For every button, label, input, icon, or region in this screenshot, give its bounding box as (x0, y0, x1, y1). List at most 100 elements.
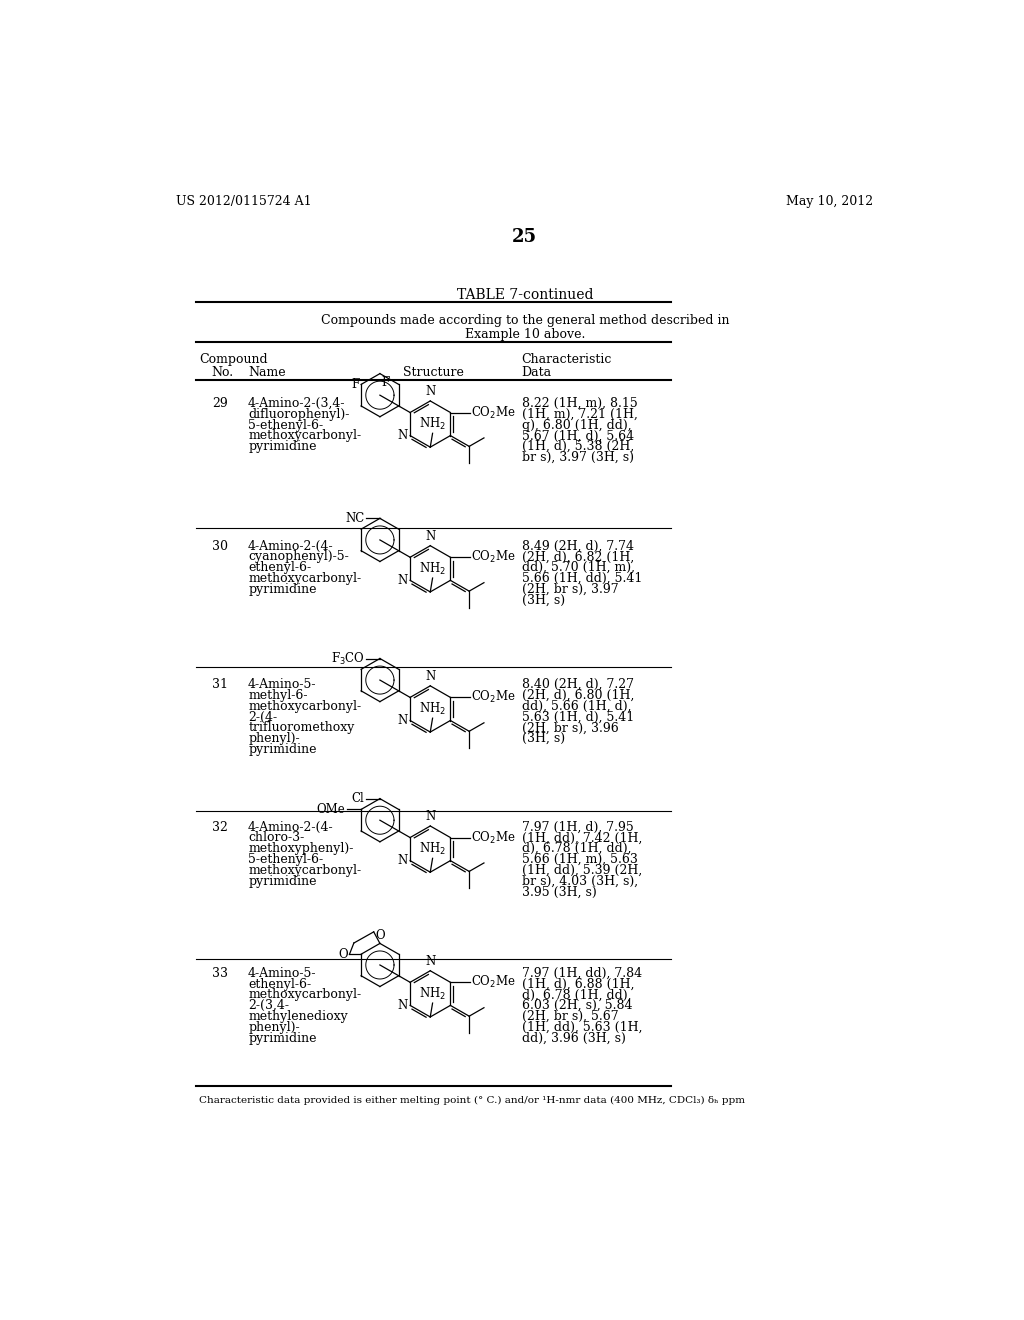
Text: cyanophenyl)-5-: cyanophenyl)-5- (248, 550, 349, 564)
Text: 4-Amino-2-(4-: 4-Amino-2-(4- (248, 540, 334, 553)
Text: pyrimidine: pyrimidine (248, 1032, 316, 1044)
Text: (2H, d), 6.82 (1H,: (2H, d), 6.82 (1H, (521, 550, 634, 564)
Text: pyrimidine: pyrimidine (248, 582, 316, 595)
Text: d), 6.78 (1H, dd),: d), 6.78 (1H, dd), (521, 989, 631, 1002)
Text: br s), 3.97 (3H, s): br s), 3.97 (3H, s) (521, 451, 634, 465)
Text: (1H, dd), 7.42 (1H,: (1H, dd), 7.42 (1H, (521, 832, 642, 845)
Text: TABLE 7-continued: TABLE 7-continued (457, 288, 593, 302)
Text: 5-ethenyl-6-: 5-ethenyl-6- (248, 418, 324, 432)
Text: 5-ethenyl-6-: 5-ethenyl-6- (248, 853, 324, 866)
Text: Name: Name (248, 367, 286, 379)
Text: (1H, m), 7.21 (1H,: (1H, m), 7.21 (1H, (521, 408, 638, 421)
Text: pyrimidine: pyrimidine (248, 875, 316, 887)
Text: methoxycarbonyl-: methoxycarbonyl- (248, 989, 361, 1002)
Text: NH$_2$: NH$_2$ (419, 416, 446, 432)
Text: 5.66 (1H, dd), 5.41: 5.66 (1H, dd), 5.41 (521, 572, 642, 585)
Text: CO$_2$Me: CO$_2$Me (471, 689, 516, 705)
Text: (3H, s): (3H, s) (521, 733, 565, 744)
Text: F: F (382, 376, 390, 389)
Text: 4-Amino-5-: 4-Amino-5- (248, 678, 316, 692)
Text: Data: Data (521, 367, 552, 379)
Text: NH$_2$: NH$_2$ (419, 841, 446, 857)
Text: NC: NC (345, 512, 365, 525)
Text: NH$_2$: NH$_2$ (419, 701, 446, 717)
Text: (2H, br s), 3.96: (2H, br s), 3.96 (521, 721, 618, 734)
Text: dd), 5.70 (1H, m),: dd), 5.70 (1H, m), (521, 561, 635, 574)
Text: Characteristic data provided is either melting point (° C.) and/or ¹H-nmr data (: Characteristic data provided is either m… (200, 1096, 745, 1105)
Text: F$_3$CO: F$_3$CO (331, 651, 365, 667)
Text: N: N (425, 669, 435, 682)
Text: 4-Amino-2-(3,4-: 4-Amino-2-(3,4- (248, 397, 346, 411)
Text: (1H, d), 5.38 (2H,: (1H, d), 5.38 (2H, (521, 441, 634, 453)
Text: 6.03 (2H, s), 5.84: 6.03 (2H, s), 5.84 (521, 999, 632, 1012)
Text: CO$_2$Me: CO$_2$Me (471, 974, 516, 990)
Text: 30: 30 (212, 540, 227, 553)
Text: br s), 4.03 (3H, s),: br s), 4.03 (3H, s), (521, 875, 638, 887)
Text: 2-(3,4-: 2-(3,4- (248, 999, 289, 1012)
Text: dd), 5.66 (1H, d),: dd), 5.66 (1H, d), (521, 700, 631, 713)
Text: 7.97 (1H, dd), 7.84: 7.97 (1H, dd), 7.84 (521, 966, 642, 979)
Text: May 10, 2012: May 10, 2012 (786, 195, 873, 209)
Text: difluorophenyl)-: difluorophenyl)- (248, 408, 349, 421)
Text: (2H, br s), 3.97: (2H, br s), 3.97 (521, 582, 618, 595)
Text: Structure: Structure (403, 367, 464, 379)
Text: 33: 33 (212, 966, 227, 979)
Text: 8.22 (1H, m), 8.15: 8.22 (1H, m), 8.15 (521, 397, 638, 411)
Text: 5.66 (1H, m), 5.63: 5.66 (1H, m), 5.63 (521, 853, 638, 866)
Text: methoxyphenyl)-: methoxyphenyl)- (248, 842, 353, 855)
Text: No.: No. (212, 367, 233, 379)
Text: CO$_2$Me: CO$_2$Me (471, 404, 516, 421)
Text: 31: 31 (212, 678, 227, 692)
Text: Example 10 above.: Example 10 above. (465, 327, 585, 341)
Text: OMe: OMe (316, 803, 346, 816)
Text: q), 6.80 (1H, dd),: q), 6.80 (1H, dd), (521, 418, 632, 432)
Text: Compound: Compound (200, 354, 268, 366)
Text: (1H, dd), 5.63 (1H,: (1H, dd), 5.63 (1H, (521, 1020, 642, 1034)
Text: d), 6.78 (1H, dd),: d), 6.78 (1H, dd), (521, 842, 631, 855)
Text: methoxycarbonyl-: methoxycarbonyl- (248, 572, 361, 585)
Text: methyl-6-: methyl-6- (248, 689, 307, 702)
Text: N: N (425, 385, 435, 397)
Text: Compounds made according to the general method described in: Compounds made according to the general … (321, 314, 729, 327)
Text: 8.49 (2H, d), 7.74: 8.49 (2H, d), 7.74 (521, 540, 634, 553)
Text: N: N (397, 429, 408, 442)
Text: trifluoromethoxy: trifluoromethoxy (248, 721, 354, 734)
Text: 32: 32 (212, 821, 227, 834)
Text: (3H, s): (3H, s) (521, 594, 565, 606)
Text: NH$_2$: NH$_2$ (419, 986, 446, 1002)
Text: 4-Amino-2-(4-: 4-Amino-2-(4- (248, 821, 334, 834)
Text: 29: 29 (212, 397, 227, 411)
Text: N: N (397, 999, 408, 1012)
Text: N: N (425, 529, 435, 543)
Text: 7.97 (1H, d), 7.95: 7.97 (1H, d), 7.95 (521, 821, 634, 834)
Text: methylenedioxy: methylenedioxy (248, 1010, 348, 1023)
Text: CO$_2$Me: CO$_2$Me (471, 549, 516, 565)
Text: (2H, d), 6.80 (1H,: (2H, d), 6.80 (1H, (521, 689, 634, 702)
Text: Characteristic: Characteristic (521, 354, 612, 366)
Text: (1H, dd), 5.39 (2H,: (1H, dd), 5.39 (2H, (521, 863, 642, 876)
Text: (2H, br s), 5.67: (2H, br s), 5.67 (521, 1010, 618, 1023)
Text: methoxycarbonyl-: methoxycarbonyl- (248, 700, 361, 713)
Text: N: N (425, 810, 435, 822)
Text: F: F (351, 378, 359, 391)
Text: 5.63 (1H, d), 5.41: 5.63 (1H, d), 5.41 (521, 710, 634, 723)
Text: Cl: Cl (351, 792, 365, 805)
Text: pyrimidine: pyrimidine (248, 743, 316, 756)
Text: ethenyl-6-: ethenyl-6- (248, 561, 311, 574)
Text: US 2012/0115724 A1: US 2012/0115724 A1 (176, 195, 311, 209)
Text: ethenyl-6-: ethenyl-6- (248, 978, 311, 991)
Text: chloro-3-: chloro-3- (248, 832, 304, 845)
Text: O: O (375, 929, 385, 941)
Text: dd), 3.96 (3H, s): dd), 3.96 (3H, s) (521, 1032, 626, 1044)
Text: methoxycarbonyl-: methoxycarbonyl- (248, 429, 361, 442)
Text: O: O (338, 948, 348, 961)
Text: 8.40 (2H, d), 7.27: 8.40 (2H, d), 7.27 (521, 678, 634, 692)
Text: 25: 25 (512, 227, 538, 246)
Text: CO$_2$Me: CO$_2$Me (471, 829, 516, 846)
Text: (1H, d), 6.88 (1H,: (1H, d), 6.88 (1H, (521, 978, 634, 991)
Text: methoxycarbonyl-: methoxycarbonyl- (248, 863, 361, 876)
Text: N: N (397, 714, 408, 727)
Text: 5.67 (1H, d), 5.64: 5.67 (1H, d), 5.64 (521, 429, 634, 442)
Text: 4-Amino-5-: 4-Amino-5- (248, 966, 316, 979)
Text: N: N (397, 574, 408, 587)
